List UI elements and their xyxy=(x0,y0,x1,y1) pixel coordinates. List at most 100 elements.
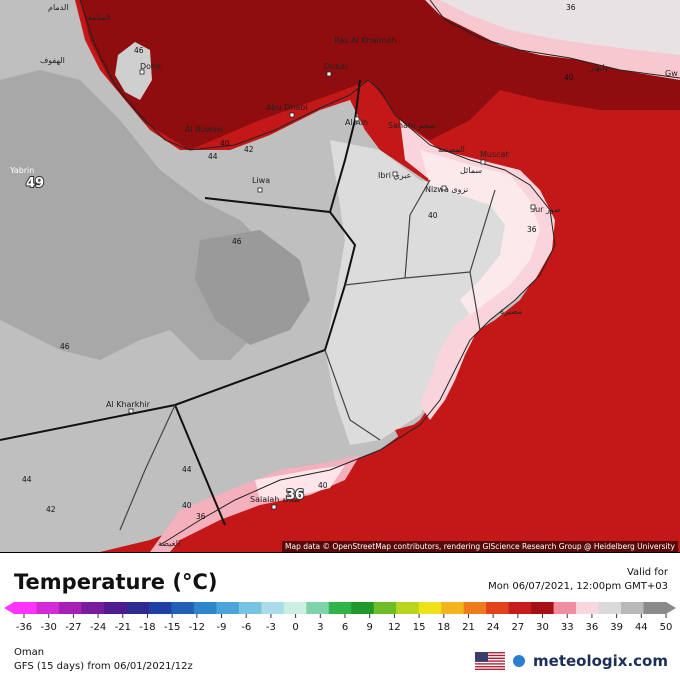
scale-swatch xyxy=(621,602,645,614)
brand[interactable]: meteologix.com xyxy=(475,652,668,670)
scale-tick-label: 24 xyxy=(487,622,500,633)
valid-for-label: Valid for xyxy=(626,567,668,578)
isotherm-label: 46 xyxy=(60,342,70,351)
place-saham: Saham صحم xyxy=(388,121,436,130)
legend-title: Temperature (°C) xyxy=(14,570,218,594)
us-flag-icon[interactable] xyxy=(475,652,506,670)
scale-arrow-left xyxy=(4,602,14,614)
coast-white xyxy=(420,150,540,315)
place-al-ruwais: Al Ruwais xyxy=(185,125,223,134)
scale-tick-label: -27 xyxy=(65,622,81,633)
country-borders xyxy=(0,79,361,526)
valid-time: Mon 06/07/2021, 12:00pm GMT+03 xyxy=(488,581,668,592)
isotherm-label: 44 xyxy=(182,465,192,474)
scale-tick-label: 50 xyxy=(660,622,673,633)
scale-tick-label: 33 xyxy=(561,622,574,633)
map-attribution[interactable]: Map data © OpenStreetMap contributors, r… xyxy=(282,541,678,552)
scale-tick-label: 21 xyxy=(462,622,475,633)
scale-tick-label: 12 xyxy=(388,622,401,633)
place-salalah: Salalah صلالة xyxy=(250,495,300,504)
scale-tick-label: 15 xyxy=(413,622,426,633)
scale-swatch xyxy=(351,602,375,614)
isotherm-label: 40 xyxy=(318,481,328,490)
place-dubai: Dubai xyxy=(324,62,347,71)
scale-swatch xyxy=(553,602,577,614)
place-seeb: سمائل xyxy=(460,166,482,175)
scale-tick-label: 39 xyxy=(610,622,623,633)
place-masirah: مصيرة xyxy=(500,307,522,316)
isotherm-label: 40 xyxy=(564,73,574,82)
place-hofuf: الهفوف xyxy=(40,56,65,65)
scale-swatch xyxy=(148,602,172,614)
scale-tick-label: 44 xyxy=(635,622,648,633)
scale-tick-label: -18 xyxy=(139,622,155,633)
scale-swatch xyxy=(531,602,555,614)
place-dammam: الدمام xyxy=(48,3,69,12)
place-sur: Sur صور xyxy=(530,205,561,214)
valid-time-block: Valid for Mon 06/07/2021, 12:00pm GMT+03 xyxy=(488,566,668,594)
scale-swatch xyxy=(193,602,217,614)
place-ghayda: الغيضة xyxy=(158,539,180,548)
place-manama: المنامة xyxy=(88,13,111,22)
brand-name[interactable]: meteologix.com xyxy=(533,652,668,670)
isotherm-label: 36 xyxy=(196,512,206,521)
scale-tick-label: -21 xyxy=(115,622,131,633)
scale-swatch xyxy=(576,602,600,614)
scale-swatch xyxy=(486,602,510,614)
scale-swatch xyxy=(396,602,420,614)
gulf-dark xyxy=(80,0,680,150)
scale-tick-label: -36 xyxy=(16,622,32,633)
scale-swatch xyxy=(418,602,442,614)
scale-tick-label: 27 xyxy=(511,622,524,633)
place-al-ain: Al Ain xyxy=(345,118,368,127)
scale-tick-label: 3 xyxy=(317,622,323,633)
isotherm-label: 36 xyxy=(527,225,537,234)
isotherm-label: 40 xyxy=(182,501,192,510)
scale-swatch xyxy=(103,602,127,614)
place-chabahar: چابهار xyxy=(589,63,610,72)
isotherm-label: 40 xyxy=(220,139,230,148)
scale-swatch xyxy=(238,602,262,614)
color-scale-swatches xyxy=(4,602,676,614)
scale-swatch xyxy=(306,602,330,614)
scale-swatch xyxy=(283,602,307,614)
brand-logo-icon xyxy=(513,655,526,667)
scale-tick-label: -9 xyxy=(217,622,227,633)
scale-swatch xyxy=(643,602,667,614)
iran-inland xyxy=(440,0,680,55)
scale-tick-label: 18 xyxy=(437,622,450,633)
qatar xyxy=(115,42,152,100)
scale-swatch xyxy=(126,602,150,614)
scale-tick-label: -12 xyxy=(189,622,205,633)
scale-swatch xyxy=(463,602,487,614)
red-patch xyxy=(475,335,505,380)
isotherm-label: 42 xyxy=(46,505,56,514)
color-scale-labels: -36 -30 -27 -24 -21 -18 -15 -12 -9 -6 -3 0 3 6 9 12 15 18… xyxy=(16,614,673,633)
isotherm-label: 36 xyxy=(566,3,576,12)
hot-zone-center xyxy=(195,230,310,345)
scale-swatch xyxy=(261,602,285,614)
isotherm-label: 36 xyxy=(286,488,304,503)
scale-tick-label: -3 xyxy=(266,622,276,633)
province-borders xyxy=(119,179,496,531)
model-run-label: GFS (15 days) from 06/01/2021/12z xyxy=(14,661,193,672)
iran-coastline xyxy=(429,0,680,79)
land-light-zone xyxy=(325,140,520,445)
scale-swatch xyxy=(328,602,352,614)
isotherm-label: 44 xyxy=(22,475,32,484)
coastline xyxy=(79,0,556,546)
scale-tick-label: 6 xyxy=(342,622,348,633)
place-ras-al-khaimah: Ras Al Khaimah xyxy=(334,36,396,45)
place-yabrin: Yabrin xyxy=(9,166,34,175)
scale-swatch xyxy=(508,602,532,614)
scale-tick-label: -30 xyxy=(41,622,57,633)
scale-tick-label: 0 xyxy=(292,622,298,633)
place-muscat: Muscat xyxy=(480,150,509,159)
isotherm-label: 44 xyxy=(208,152,218,161)
scale-swatch xyxy=(171,602,195,614)
scale-swatch xyxy=(14,602,37,614)
region-label: Oman xyxy=(14,647,45,658)
isotherm-label: 46 xyxy=(232,237,242,246)
scale-swatch xyxy=(58,602,82,614)
scale-swatch xyxy=(216,602,240,614)
